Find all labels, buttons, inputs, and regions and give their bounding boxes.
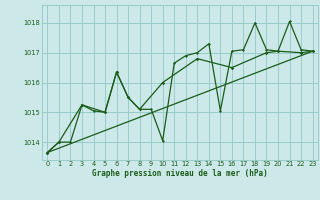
X-axis label: Graphe pression niveau de la mer (hPa): Graphe pression niveau de la mer (hPa): [92, 169, 268, 178]
